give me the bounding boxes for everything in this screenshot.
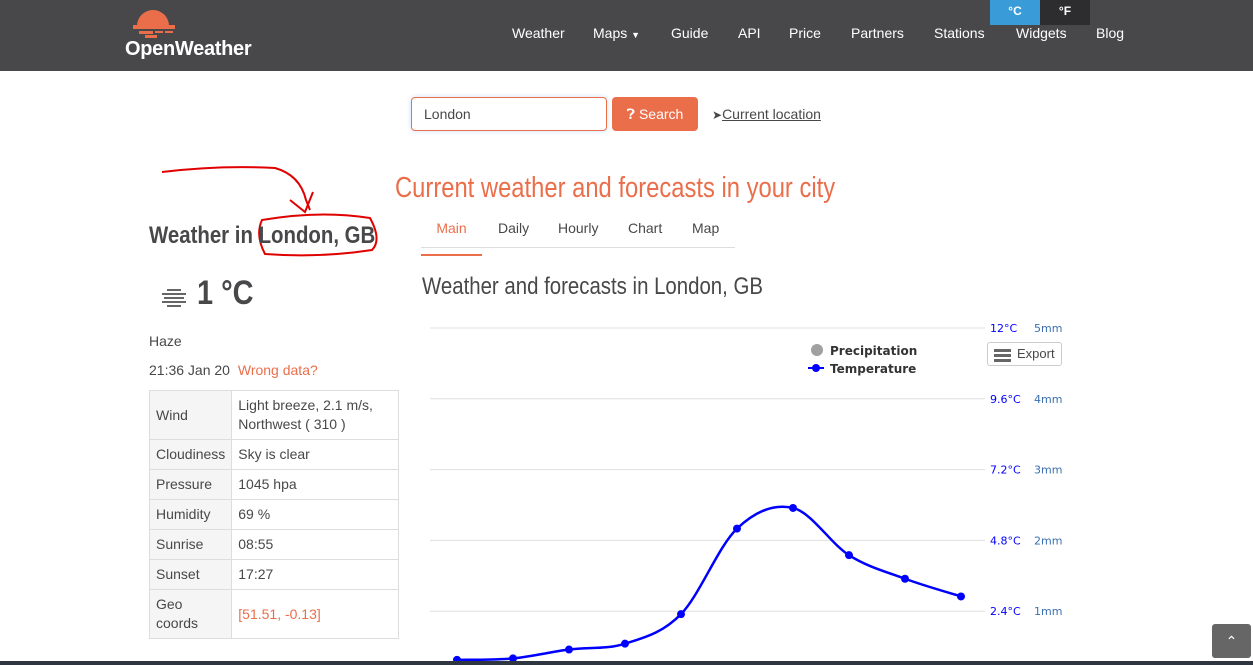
- haze-icon: [160, 287, 188, 309]
- chart-title: Weather and forecasts in London, GB: [422, 273, 763, 300]
- table-row: Sunset 17:27: [148, 559, 399, 590]
- tab-chart[interactable]: Chart: [628, 220, 663, 236]
- nav-api[interactable]: API: [738, 25, 761, 41]
- logo-sun-icon: [133, 10, 175, 38]
- temperature-point[interactable]: [901, 574, 909, 583]
- temperature-point[interactable]: [677, 610, 685, 619]
- nav-weather[interactable]: Weather: [512, 25, 565, 41]
- legend-temperature-marker: [812, 364, 820, 372]
- precip-axis-tick: 3mm: [1034, 464, 1062, 477]
- detail-label: Sunset: [148, 559, 233, 590]
- menu-icon: [994, 349, 1011, 352]
- table-row: Humidity 69 %: [148, 499, 399, 530]
- export-button[interactable]: Export: [987, 342, 1062, 366]
- time-value: 21:36 Jan 20: [149, 362, 230, 378]
- brand-name: OpenWeather: [125, 38, 252, 60]
- wrong-data-link[interactable]: Wrong data?: [237, 362, 318, 378]
- unit-celsius[interactable]: °C: [990, 0, 1040, 25]
- openweather-logo[interactable]: OpenWeather: [125, 6, 255, 62]
- legend-precipitation-marker: [811, 344, 823, 356]
- detail-value: 69 %: [231, 499, 399, 530]
- page-headline: Current weather and forecasts in your ci…: [395, 172, 836, 204]
- temperature-point[interactable]: [957, 592, 965, 601]
- location-arrow-icon: ➤: [712, 108, 723, 122]
- temperature-point[interactable]: [845, 551, 853, 560]
- temp-axis-tick: 2.4°C: [990, 605, 1021, 618]
- unit-toggle: °C °F: [990, 0, 1090, 25]
- scroll-to-top-button[interactable]: ⌃: [1212, 624, 1251, 658]
- weather-description: Haze: [149, 333, 182, 349]
- precip-axis-tick: 1mm: [1034, 605, 1062, 618]
- observation-time: 21:36 Jan 20 Wrong data?: [149, 362, 318, 378]
- detail-label: Sunrise: [148, 529, 233, 560]
- table-row: Sunrise 08:55: [148, 529, 399, 560]
- nav-price[interactable]: Price: [789, 25, 821, 41]
- export-label: Export: [1017, 346, 1055, 361]
- detail-label: Pressure: [148, 469, 233, 500]
- detail-value: Sky is clear: [231, 439, 399, 470]
- temperature-point[interactable]: [565, 645, 573, 654]
- forecast-tabs: Main Daily Hourly Chart Map: [421, 212, 735, 256]
- nav-guide[interactable]: Guide: [671, 25, 709, 41]
- detail-value: 17:27: [231, 559, 399, 590]
- nav-partners[interactable]: Partners: [851, 25, 904, 41]
- search-button-label: Search: [638, 106, 684, 122]
- table-row: Wind Light breeze, 2.1 m/s, Northwest ( 3…: [148, 390, 399, 440]
- table-row: Cloudiness Sky is clear: [148, 439, 399, 470]
- current-location-label: Current location: [722, 106, 821, 122]
- table-row: Geo coords [51.51, -0.13]: [148, 589, 399, 639]
- nav-maps[interactable]: Maps ▼: [593, 25, 640, 41]
- temp-axis-tick: 9.6°C: [990, 393, 1021, 406]
- legend-precipitation[interactable]: Precipitation: [830, 344, 917, 358]
- table-row: Pressure 1045 hpa: [148, 469, 399, 500]
- caret-down-icon: ▼: [631, 30, 641, 40]
- chevron-up-icon: ⌃: [1225, 633, 1238, 649]
- temperature-point[interactable]: [789, 503, 797, 512]
- precip-axis-tick: 5mm: [1034, 322, 1062, 335]
- current-temperature: 1 °C: [197, 274, 254, 312]
- title-prefix: Weather in: [149, 222, 253, 249]
- detail-label: Cloudiness: [148, 439, 233, 470]
- detail-value: 08:55: [231, 529, 399, 560]
- nav-maps-label: Maps: [593, 25, 628, 41]
- temperature-series-line: [456, 505, 962, 662]
- city-name: London, GB: [258, 222, 376, 249]
- tab-daily[interactable]: Daily: [498, 220, 530, 236]
- temp-axis-tick: 4.8°C: [990, 534, 1021, 547]
- unit-fahrenheit[interactable]: °F: [1040, 0, 1090, 25]
- nav-stations[interactable]: Stations: [934, 25, 985, 41]
- temperature-point[interactable]: [733, 524, 741, 533]
- weather-details-table: Wind Light breeze, 2.1 m/s, Northwest ( 3…: [148, 390, 399, 639]
- detail-label: Humidity: [148, 499, 233, 530]
- temperature-point[interactable]: [621, 639, 629, 648]
- current-location-link[interactable]: ➤Current location: [712, 106, 821, 122]
- bottom-bar: [0, 661, 1253, 665]
- city-title: Weather in London, GB: [149, 222, 375, 250]
- precip-axis-tick: 2mm: [1034, 534, 1062, 547]
- tab-main[interactable]: Main: [421, 220, 482, 256]
- detail-value: Light breeze, 2.1 m/s, Northwest ( 310 ): [231, 390, 399, 440]
- nav-blog[interactable]: Blog: [1096, 25, 1125, 41]
- precip-axis-tick: 4mm: [1034, 393, 1062, 406]
- temp-axis-tick: 7.2°C: [990, 464, 1021, 477]
- city-search-input[interactable]: London: [411, 97, 607, 131]
- detail-label: Geo coords: [148, 589, 233, 639]
- geo-coords-link[interactable]: [51.51, -0.13]: [231, 589, 399, 639]
- tab-map[interactable]: Map: [692, 220, 720, 236]
- nav-widgets[interactable]: Widgets: [1016, 25, 1067, 41]
- legend-temperature[interactable]: Temperature: [830, 362, 916, 376]
- temp-axis-tick: 12°C: [990, 322, 1017, 335]
- tab-hourly[interactable]: Hourly: [558, 220, 599, 236]
- detail-value: 1045 hpa: [231, 469, 399, 500]
- question-circle-icon: ❓︎: [626, 106, 636, 122]
- search-button[interactable]: ❓︎ Search: [612, 97, 698, 131]
- top-navbar: OpenWeather Weather Maps ▼ Guide API Pri…: [0, 0, 1253, 71]
- temperature-point[interactable]: [509, 654, 517, 663]
